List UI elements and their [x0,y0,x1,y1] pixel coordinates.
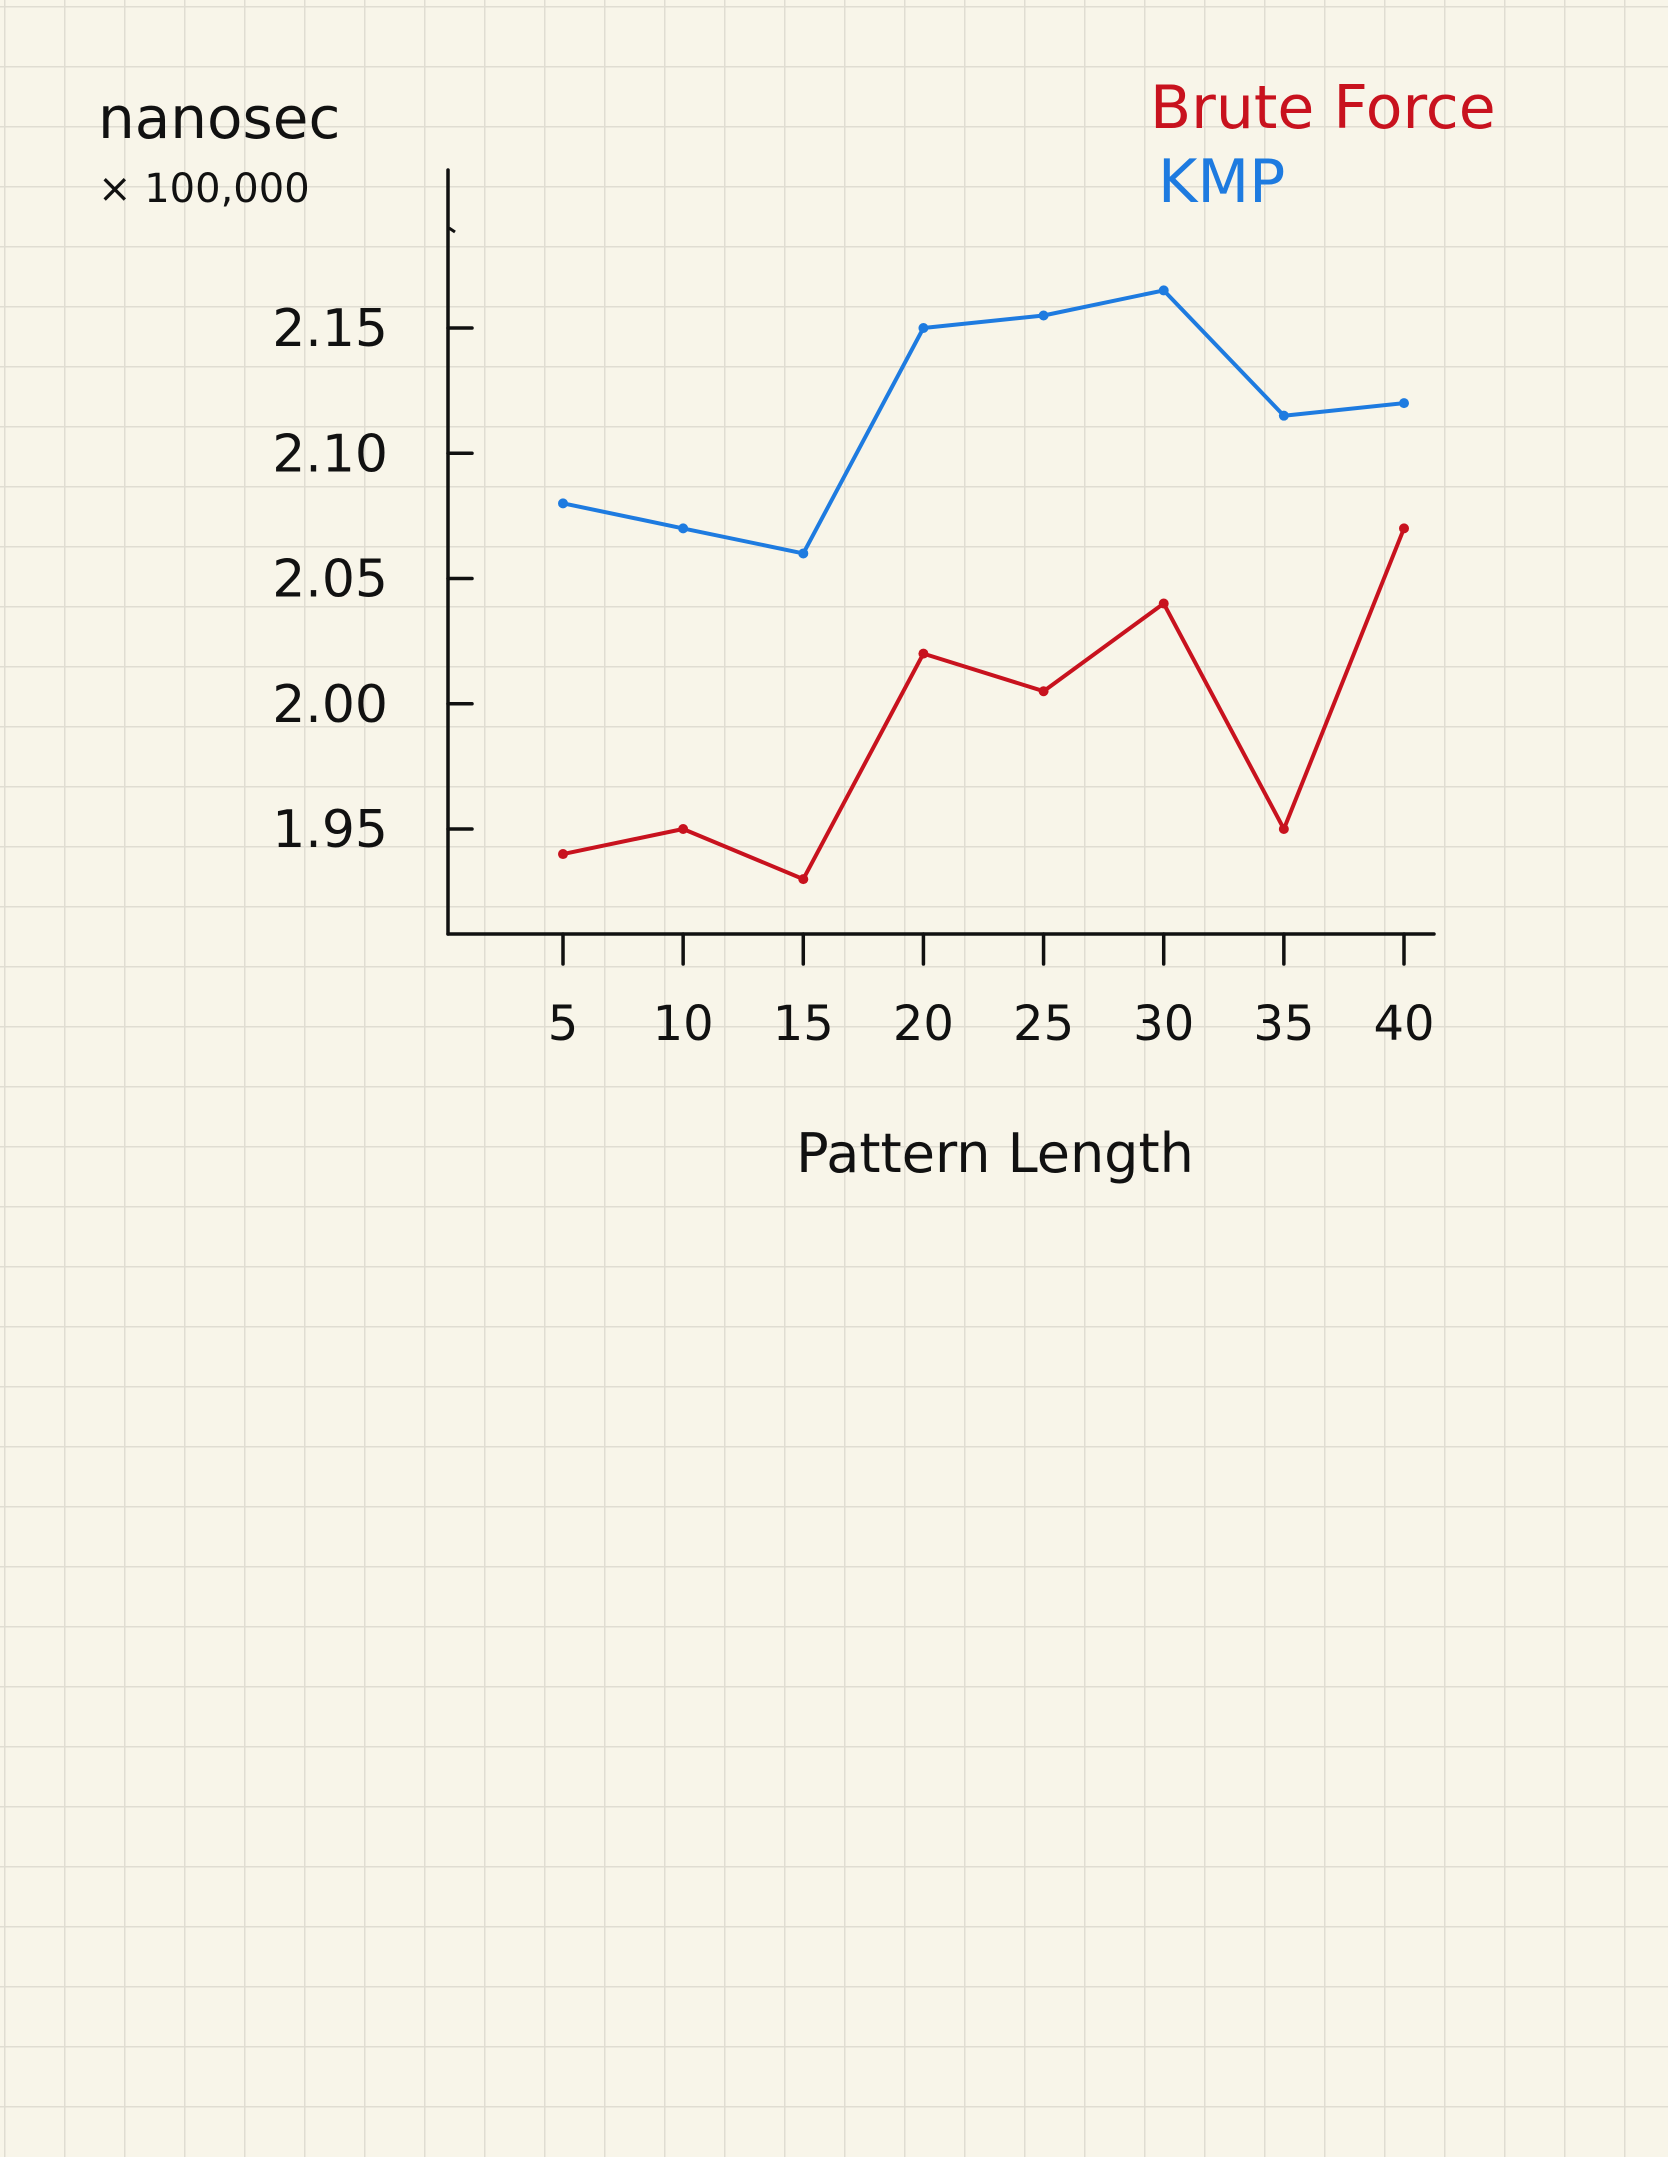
x-tick-label: 40 [1373,996,1434,1052]
data-point-kmp [1158,285,1169,296]
data-point-kmp [678,523,689,534]
data-point-brute-force [798,874,809,885]
x-tick-label: 25 [1013,996,1074,1052]
legend-item-brute-force: Brute Force [1150,73,1496,143]
data-point-brute-force [1158,598,1169,609]
data-point-kmp [798,548,809,559]
series-line-kmp [561,288,1406,556]
x-tick-label: 20 [893,996,954,1052]
y-axis-scale-label: × 100,000 [98,166,310,212]
data-point-brute-force [1399,523,1409,534]
legend-item-kmp: KMP [1158,147,1285,217]
y-tick-label: 2.10 [272,424,388,484]
y-axis-unit-label: nanosec [98,84,340,152]
data-point-kmp [918,323,929,333]
data-point-brute-force [918,648,929,659]
x-tick-label: 35 [1253,996,1314,1052]
data-point-kmp [558,498,568,509]
data-point-brute-force [678,824,689,834]
y-axis-top-mark [448,226,456,234]
data-point-brute-force [558,849,568,860]
series-line-brute-force [561,526,1406,882]
y-tick-label: 2.15 [272,299,388,359]
data-point-kmp [1278,410,1289,421]
data-point-kmp [1038,310,1049,321]
y-tick-label: 2.05 [272,550,388,610]
data-point-brute-force [1038,686,1049,697]
x-axis-label: Pattern Length [796,1122,1194,1185]
legend: Brute Force KMP [1150,73,1496,217]
x-tick-label: 30 [1133,996,1194,1052]
y-tick-label: 1.95 [272,800,388,860]
x-tick-label: 10 [653,996,714,1052]
x-tick-label: 5 [548,996,579,1052]
data-point-brute-force [1278,824,1289,834]
y-tick-label: 2.00 [272,675,388,735]
x-tick-label: 15 [773,996,834,1052]
data-point-kmp [1399,398,1409,409]
